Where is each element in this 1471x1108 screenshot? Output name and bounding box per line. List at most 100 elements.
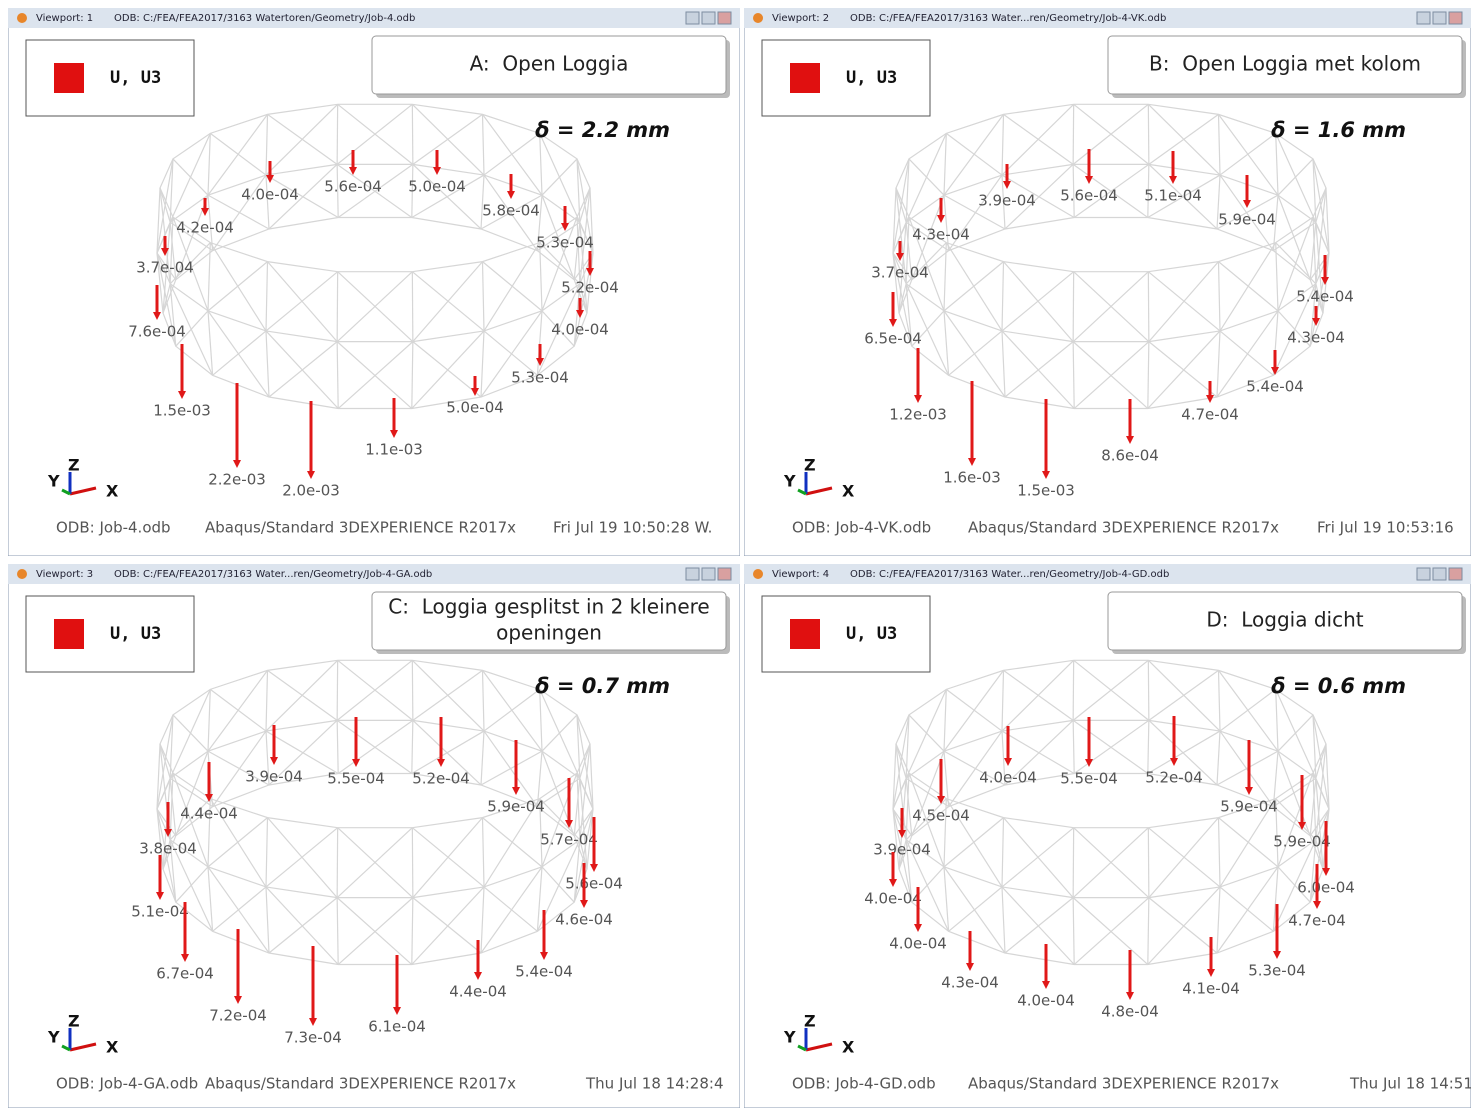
case-title: C: Loggia gesplitst in 2 kleinere [388, 595, 709, 619]
legend-label: U, U3 [110, 68, 161, 88]
info-odb: ODB: Job-4-VK.odb [792, 519, 931, 537]
triad-z: Z [804, 1012, 816, 1031]
brace [1073, 104, 1074, 164]
node-label: 7.3e-04 [284, 1029, 342, 1047]
info-odb: ODB: Job-4.odb [56, 519, 171, 537]
node-label: 3.7e-04 [136, 259, 194, 277]
brace [1148, 272, 1149, 342]
node-label: 4.3e-04 [912, 226, 970, 244]
node-label: 3.8e-04 [139, 840, 197, 858]
case-title: openingen [496, 621, 602, 645]
triad-y: Y [47, 472, 60, 491]
node-label: 7.6e-04 [128, 323, 186, 341]
brace [1073, 828, 1074, 898]
odb-path: ODB: C:/FEA/FEA2017/3163 Water...ren/Geo… [850, 569, 1169, 580]
window-button [1433, 12, 1446, 24]
brace [1148, 828, 1149, 898]
node-label: 3.9e-04 [873, 841, 931, 859]
node-label: 4.1e-04 [1182, 980, 1240, 998]
deflection: δ = 2.2 mm [535, 118, 670, 142]
odb-path: ODB: C:/FEA/FEA2017/3163 Water...ren/Geo… [850, 13, 1166, 24]
brace [1148, 660, 1149, 720]
node-label: 1.6e-03 [943, 469, 1001, 487]
case-title: A: Open Loggia [470, 52, 629, 76]
node-label: 5.0e-04 [446, 399, 504, 417]
node-label: 4.0e-04 [1017, 992, 1075, 1010]
node-label: 3.9e-04 [245, 768, 303, 786]
node-label: 4.2e-04 [176, 219, 234, 237]
node-label: 5.6e-04 [1060, 187, 1118, 205]
brace [1073, 660, 1074, 720]
node-label: 4.6e-04 [555, 911, 613, 929]
legend-swatch [54, 619, 84, 649]
brace [337, 828, 338, 898]
info-timestamp: Thu Jul 18 14:28:4 [585, 1075, 724, 1093]
window-button [686, 12, 699, 24]
node-label: 4.7e-04 [1288, 912, 1346, 930]
brace [337, 660, 338, 720]
node-label: 5.9e-04 [1220, 798, 1278, 816]
viewport-icon [753, 13, 763, 23]
odb-path: ODB: C:/FEA/FEA2017/3163 Watertoren/Geom… [114, 13, 415, 24]
info-timestamp: Fri Jul 19 10:50:28 W. [553, 519, 712, 537]
node-label: 4.3e-04 [941, 974, 999, 992]
viewport-name: Viewport: 1 [36, 13, 93, 24]
brace [1073, 272, 1074, 342]
brace [337, 104, 338, 164]
window-button [718, 12, 731, 24]
node-label: 4.0e-04 [241, 186, 299, 204]
node-label: 5.9e-04 [1273, 833, 1331, 851]
node-label: 5.2e-04 [412, 770, 470, 788]
legend-swatch [790, 619, 820, 649]
viewport: Viewport: 1 ODB: C:/FEA/FEA2017/3163 Wate… [8, 8, 740, 556]
node-label: 5.6e-04 [324, 178, 382, 196]
node-label: 1.1e-03 [365, 441, 423, 459]
triad-z: Z [68, 456, 80, 475]
window-button [1417, 568, 1430, 580]
info-timestamp: Fri Jul 19 10:53:16 [1317, 519, 1454, 537]
window-button [702, 568, 715, 580]
viewport-name: Viewport: 3 [36, 569, 93, 580]
node-label: 5.8e-04 [482, 202, 540, 220]
node-label: 5.4e-04 [1296, 288, 1354, 306]
info-timestamp: Thu Jul 18 14:51:4 [1349, 1075, 1471, 1093]
node-label: 5.1e-04 [131, 903, 189, 921]
info-odb: ODB: Job-4-GA.odb [56, 1075, 198, 1093]
node-label: 2.0e-03 [282, 482, 340, 500]
brace [412, 104, 413, 164]
node-label: 1.2e-03 [889, 406, 947, 424]
viewport-name: Viewport: 4 [772, 569, 829, 580]
triad-y: Y [783, 472, 796, 491]
node-label: 2.2e-03 [208, 471, 266, 489]
node-label: 5.6e-04 [565, 875, 623, 893]
viewport: Viewport: 4 ODB: C:/FEA/FEA2017/3163 Wate… [744, 564, 1471, 1108]
legend-label: U, U3 [846, 624, 897, 644]
legend-label: U, U3 [110, 624, 161, 644]
node-label: 4.8e-04 [1101, 1003, 1159, 1021]
info-software: Abaqus/Standard 3DEXPERIENCE R2017x [968, 1075, 1279, 1093]
node-label: 4.5e-04 [912, 807, 970, 825]
window-button [1449, 568, 1462, 580]
node-label: 4.3e-04 [1287, 329, 1345, 347]
node-label: 4.7e-04 [1181, 406, 1239, 424]
node-label: 3.7e-04 [871, 264, 929, 282]
info-odb: ODB: Job-4-GD.odb [792, 1075, 936, 1093]
node-label: 4.4e-04 [180, 805, 238, 823]
node-label: 5.4e-04 [1246, 378, 1304, 396]
window-button [1449, 12, 1462, 24]
triad-y: Y [47, 1028, 60, 1047]
viewport-name: Viewport: 2 [772, 13, 829, 24]
case-title: D: Loggia dicht [1206, 608, 1363, 632]
legend-label: U, U3 [846, 68, 897, 88]
node-label: 6.0e-04 [1297, 879, 1355, 897]
node-label: 4.0e-04 [864, 890, 922, 908]
triad-y: Y [783, 1028, 796, 1047]
triad-x: X [842, 1038, 855, 1057]
legend-swatch [54, 63, 84, 93]
triad-x: X [842, 482, 855, 501]
node-label: 5.5e-04 [327, 770, 385, 788]
node-label: 5.3e-04 [511, 369, 569, 387]
brace [412, 272, 413, 342]
node-label: 6.5e-04 [864, 330, 922, 348]
brace [412, 660, 413, 720]
